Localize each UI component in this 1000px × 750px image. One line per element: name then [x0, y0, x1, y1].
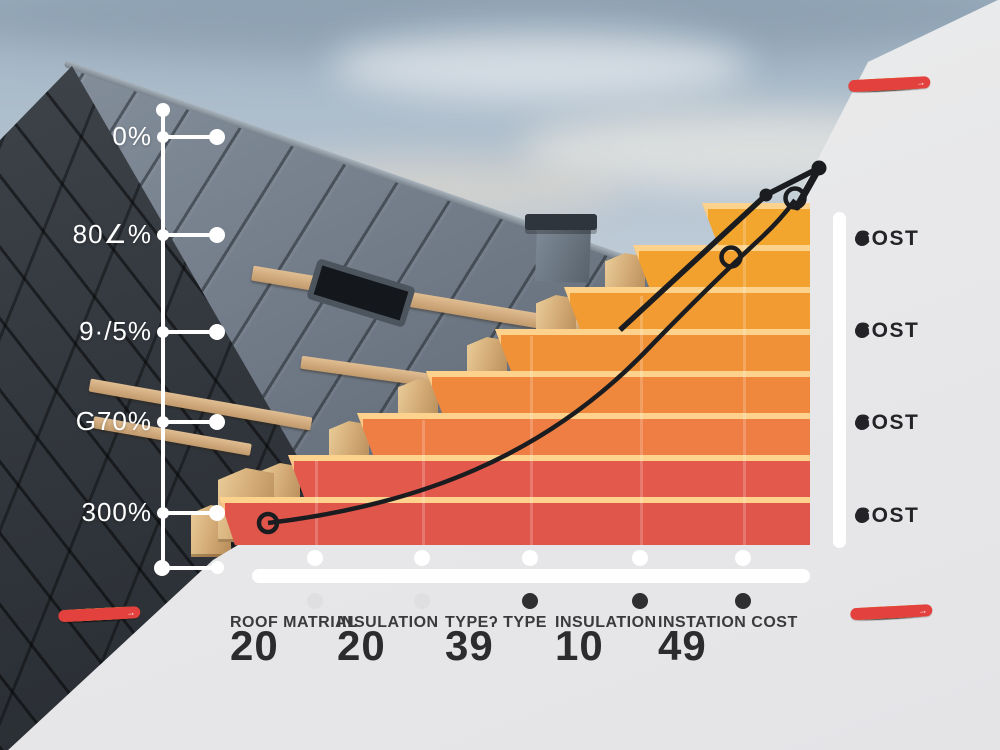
bar-column-line [640, 296, 643, 545]
percent-tick-label: 0% [112, 121, 152, 151]
tick-end-dot [209, 129, 225, 145]
curve-marker-dot [759, 188, 773, 202]
tick-line [163, 511, 215, 515]
bar-stripe [357, 413, 810, 455]
tick-end-dot [209, 414, 225, 430]
bar-stripe [288, 455, 810, 497]
cost-bullet [855, 324, 869, 338]
baseline-dot [522, 550, 538, 566]
baseline-dot [735, 550, 751, 566]
tick-dot [157, 229, 169, 241]
cost-label: COST [855, 411, 920, 434]
cost-bullet [855, 232, 869, 246]
category-dot [414, 593, 430, 609]
bar-column-line [743, 212, 746, 545]
category-dot [735, 593, 751, 609]
bar-stripe [219, 497, 810, 545]
bar-stripe [495, 329, 810, 371]
tick-line [163, 420, 215, 424]
chimney-cap [525, 214, 597, 230]
axis-top-dot [156, 103, 170, 117]
category-label: INSTATION COST [658, 614, 798, 631]
category-label: INSULATION [337, 614, 439, 631]
axis-elbow-dot [154, 560, 170, 576]
category-value: 49 [658, 622, 707, 669]
category-label: TYPEʔ TYPE [445, 614, 547, 631]
category-dot [307, 593, 323, 609]
axis-line [161, 110, 165, 568]
cost-axis-bar [833, 212, 846, 548]
category-label: INSULATION [555, 614, 657, 631]
baseline-bar [252, 569, 810, 583]
tick-dot [157, 326, 169, 338]
category-value: 10 [555, 622, 604, 669]
cost-bullet [855, 509, 869, 523]
category-label: ROOF MATRIAL [230, 614, 358, 631]
cloud [330, 30, 750, 100]
tick-dot [157, 507, 169, 519]
tick-end-dot [209, 324, 225, 340]
percent-tick-label: 80∠% [72, 219, 152, 249]
cost-label: COST [855, 227, 920, 250]
tick-end-dot [209, 227, 225, 243]
curve-marker-open [783, 186, 807, 210]
cost-label: COST [855, 319, 920, 342]
baseline-dot [307, 550, 323, 566]
bar-column-line [315, 460, 318, 545]
tick-dot [157, 131, 169, 143]
percent-tick-label: G70% [75, 406, 152, 436]
category-value: 20 [230, 622, 279, 669]
curve-marker-open [719, 245, 743, 269]
tick-line [163, 233, 215, 237]
cost-bullet [855, 416, 869, 430]
axis-elbow-end-dot [211, 561, 224, 574]
baseline-dot [414, 550, 430, 566]
cost-label: COST [855, 504, 920, 527]
category-dot [522, 593, 538, 609]
arrow-tip-dot [811, 160, 827, 176]
tick-dot [157, 416, 169, 428]
axis-elbow-line [163, 566, 215, 570]
tick-end-dot [209, 505, 225, 521]
category-value: 39 [445, 622, 494, 669]
category-dot [632, 593, 648, 609]
tick-line [163, 330, 215, 334]
percent-tick-label: 300% [81, 497, 152, 527]
baseline-dot [632, 550, 648, 566]
tick-line [163, 135, 215, 139]
bar-column-line [422, 420, 425, 545]
curve-marker-open [256, 511, 280, 535]
percent-tick-label: 9·/5% [79, 316, 152, 346]
category-value: 20 [337, 622, 386, 669]
